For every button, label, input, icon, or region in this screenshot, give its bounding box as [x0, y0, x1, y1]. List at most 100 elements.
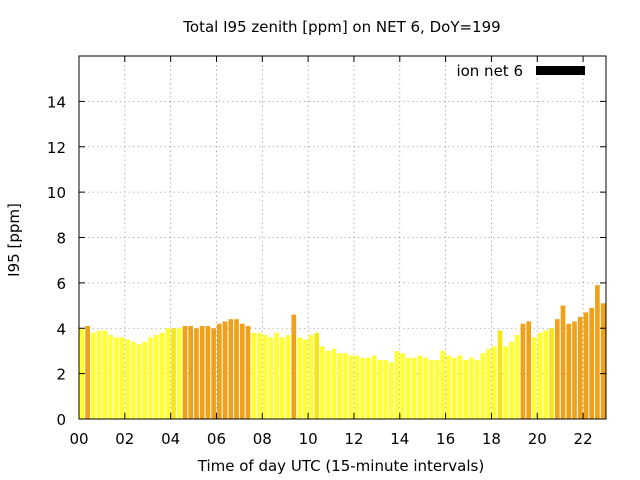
- bar: [280, 337, 285, 419]
- bar: [216, 323, 222, 419]
- x-tick-label: 02: [115, 430, 134, 448]
- bar: [554, 319, 560, 419]
- bar: [291, 314, 297, 419]
- bar: [297, 337, 302, 419]
- y-tick-label: 14: [47, 93, 66, 111]
- bar: [400, 353, 405, 419]
- bar: [589, 307, 595, 419]
- bar: [90, 332, 96, 419]
- bar: [153, 335, 159, 419]
- bar: [205, 325, 211, 419]
- bar: [469, 357, 474, 419]
- bar: [394, 350, 400, 419]
- x-tick-label: 10: [299, 430, 318, 448]
- bar: [262, 335, 268, 419]
- bar: [125, 339, 131, 419]
- x-tick-marks: 00 02 04 06 08 10 12 14 16 18 20 22: [69, 56, 593, 448]
- y-tick-label: 6: [56, 275, 66, 293]
- bar: [457, 355, 463, 419]
- bar: [532, 337, 537, 419]
- legend: ion net 6: [456, 62, 585, 80]
- bar: [314, 332, 320, 419]
- bar: [440, 350, 446, 419]
- x-tick-label: 18: [482, 430, 501, 448]
- bar: [102, 330, 108, 419]
- bar: [159, 332, 165, 419]
- bar: [228, 319, 234, 419]
- bar: [331, 348, 337, 419]
- bar: [222, 321, 228, 419]
- bar: [343, 353, 348, 419]
- bar: [406, 357, 411, 419]
- bar: [245, 325, 251, 419]
- bar: [486, 348, 491, 419]
- bar: [463, 360, 469, 419]
- bar: [365, 357, 371, 419]
- bar: [268, 337, 274, 419]
- y-tick-label: 0: [56, 411, 66, 429]
- bar: [549, 328, 554, 419]
- bar: [348, 355, 354, 419]
- bar: [285, 335, 291, 419]
- bar: [526, 321, 532, 419]
- x-tick-label: 12: [344, 430, 363, 448]
- bar: [194, 328, 199, 419]
- bar: [337, 353, 342, 419]
- bar: [234, 319, 239, 419]
- bar: [308, 335, 314, 419]
- bar: [480, 353, 486, 419]
- bar: [211, 328, 216, 419]
- bar: [491, 346, 497, 419]
- bar: [371, 355, 377, 419]
- bar: [428, 360, 434, 419]
- bar: [148, 337, 153, 419]
- bar: [583, 312, 589, 419]
- bar: [325, 350, 331, 419]
- x-axis-label: Time of day UTC (15-minute intervals): [197, 457, 484, 475]
- bar: [199, 325, 205, 419]
- y-axis-label: I95 [ppm]: [5, 203, 23, 277]
- y-tick-marks: 0 2 4 6 8 10 12 14: [47, 93, 606, 429]
- x-tick-label: 04: [161, 430, 180, 448]
- bar: [537, 332, 543, 419]
- x-tick-label: 14: [390, 430, 409, 448]
- bar: [302, 339, 308, 419]
- bar: [417, 355, 423, 419]
- bar: [383, 360, 388, 419]
- x-tick-label: 00: [69, 430, 88, 448]
- bar: [119, 337, 125, 419]
- bar: [497, 330, 503, 419]
- grid-lines: [79, 56, 606, 419]
- bar: [451, 357, 457, 419]
- bar: [560, 305, 566, 419]
- x-tick-label: 20: [528, 430, 547, 448]
- bar: [446, 355, 451, 419]
- bar: [520, 323, 526, 419]
- x-tick-label: 06: [207, 430, 226, 448]
- bar: [239, 323, 245, 419]
- y-tick-label: 4: [56, 320, 66, 338]
- bar: [85, 325, 90, 419]
- y-tick-label: 10: [47, 184, 66, 202]
- bar: [600, 303, 606, 419]
- bar: [257, 332, 262, 419]
- legend-label: ion net 6: [456, 62, 523, 80]
- bar: [171, 328, 176, 419]
- bars: [79, 285, 606, 419]
- bar: [320, 346, 325, 419]
- bar: [474, 360, 480, 419]
- bar: [354, 355, 360, 419]
- bar: [108, 335, 113, 419]
- bar: [96, 330, 102, 419]
- bar: [182, 325, 188, 419]
- bar: [572, 321, 577, 419]
- legend-swatch: [536, 66, 585, 75]
- x-tick-label: 22: [574, 430, 593, 448]
- x-tick-label: 16: [436, 430, 455, 448]
- bar: [595, 285, 600, 419]
- bar: [377, 360, 383, 419]
- bar: [566, 323, 572, 419]
- bar: [434, 360, 440, 419]
- bar: [577, 316, 583, 419]
